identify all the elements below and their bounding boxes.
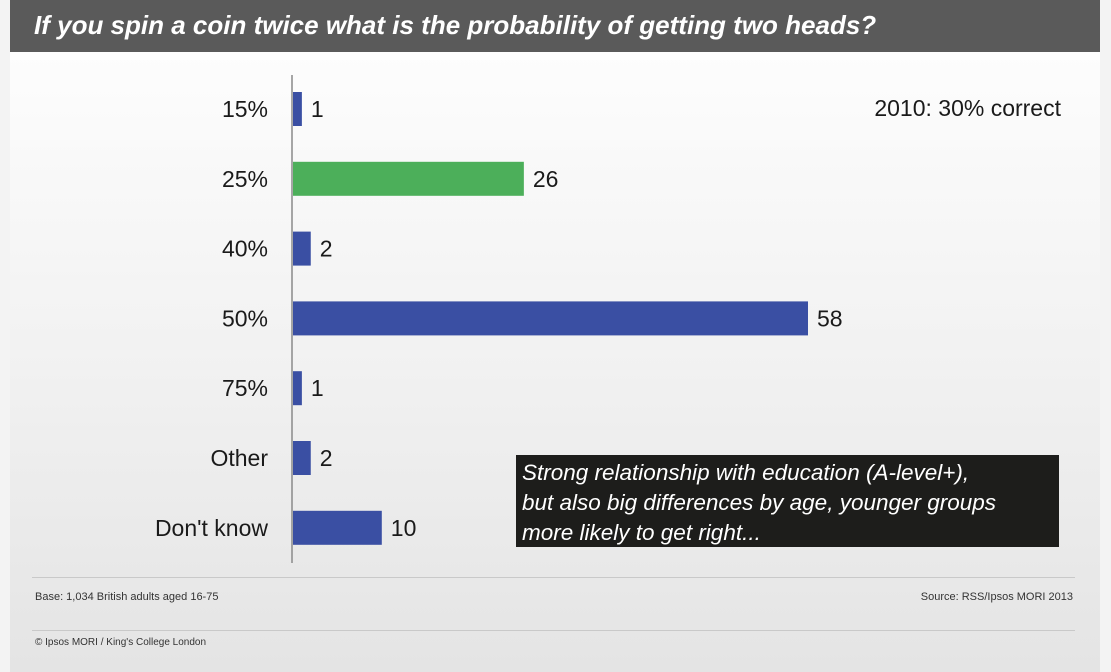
bar [293,161,524,196]
data-label: 2 [320,445,333,471]
data-label: 1 [311,375,324,401]
bar [293,92,302,126]
base-note: Base: 1,034 British adults aged 16-75 [35,591,219,603]
callout-line: more likely to get right... [522,520,761,545]
divider [32,577,1075,578]
bar [293,441,311,475]
category-label: 40% [222,236,268,262]
category-label: 50% [222,305,268,331]
callout-line: but also big differences by age, younger… [522,490,997,515]
category-label: Other [210,445,268,471]
category-label: 75% [222,375,268,401]
bar [293,510,382,545]
title-bar: If you spin a coin twice what is the pro… [10,0,1100,52]
callout-line: Strong relationship with education (A-le… [522,460,970,485]
data-label: 1 [311,96,324,122]
category-label: 15% [222,96,268,122]
divider [32,630,1075,631]
bar [293,371,302,406]
category-label: Don't know [155,515,268,541]
comparison-note: 2010: 30% correct [874,95,1061,121]
data-label: 58 [817,305,843,331]
page-title: If you spin a coin twice what is the pro… [34,10,877,40]
callout-box: Strong relationship with education (A-le… [516,455,1059,547]
data-label: 26 [533,166,559,192]
source-note: Source: RSS/Ipsos MORI 2013 [920,591,1073,603]
category-label: 25% [222,166,268,192]
data-label: 10 [391,515,417,541]
slide-background [10,0,1100,672]
data-label: 2 [320,236,333,262]
bar [293,231,311,266]
copyright-note: © Ipsos MORI / King's College London [35,637,207,648]
bar [293,301,808,336]
